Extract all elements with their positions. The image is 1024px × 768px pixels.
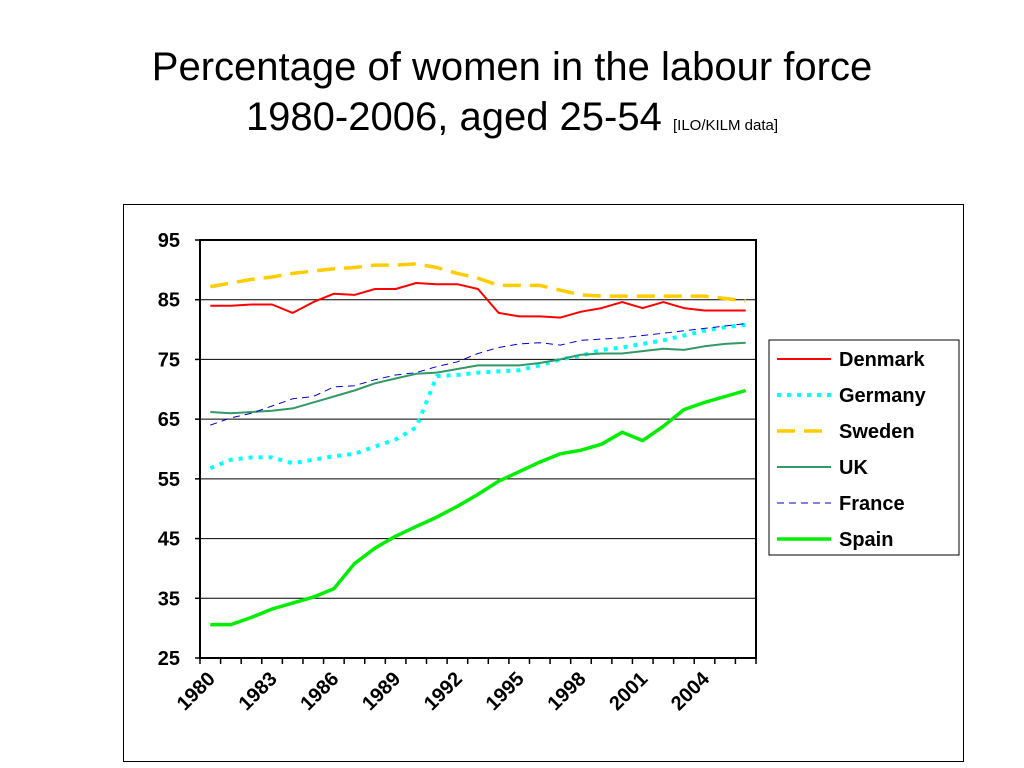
y-tick-label: 45	[158, 529, 180, 551]
x-tick-label: 1986	[296, 668, 343, 715]
gridlines	[195, 239, 756, 659]
series-line-spain	[210, 388, 747, 627]
plot-area	[199, 239, 757, 659]
x-tick-label: 1980	[173, 668, 220, 715]
y-tick-label: 65	[158, 409, 180, 431]
y-tick-labels: 25 35 45 55 65 75 85 95	[158, 230, 180, 670]
y-tick-label: 25	[158, 648, 180, 670]
legend-label-uk: UK	[839, 457, 868, 479]
legend-label-spain: Spain	[839, 529, 893, 551]
series-line-germany	[209, 322, 746, 470]
slide-title: Percentage of women in the labour force …	[0, 42, 1024, 151]
x-tick-labels: 1980 1983 1986 1989 1992 1995 1998 2001 2004	[173, 667, 715, 715]
series-line-sweden	[209, 262, 746, 303]
y-tick-label: 55	[158, 469, 180, 491]
series-line-uk	[210, 341, 746, 415]
legend-box	[768, 339, 960, 556]
x-tick-label: 1989	[358, 668, 405, 715]
title-line-2: 1980-2006, aged 25-54 [ILO/KILM data]	[0, 92, 1024, 151]
legend-label-sweden: Sweden	[839, 421, 915, 443]
series-line-denmark	[210, 282, 746, 319]
title-line-2-main: 1980-2006, aged 25-54	[245, 95, 662, 139]
series-line-france	[210, 323, 746, 426]
x-tick-label: 2001	[605, 668, 652, 715]
legend: Denmark Germany Sweden UK France Spain	[768, 339, 960, 556]
chart-frame	[123, 204, 964, 762]
x-tick-label: 1995	[482, 668, 529, 715]
x-tick-label: 1992	[420, 668, 467, 715]
legend-label-germany: Germany	[839, 385, 927, 407]
plot-border	[199, 239, 757, 659]
legend-label-france: France	[839, 493, 905, 515]
title-source: [ILO/KILM data]	[672, 117, 779, 134]
y-tick-label: 85	[158, 290, 180, 312]
y-tick-label: 75	[158, 349, 180, 371]
title-line-1: Percentage of women in the labour force	[151, 45, 873, 89]
x-tick-label: 2004	[667, 667, 715, 715]
legend-label-denmark: Denmark	[839, 349, 925, 371]
y-tick-label: 35	[158, 588, 180, 610]
x-tick-label: 1983	[235, 668, 282, 715]
series-lines	[209, 262, 747, 627]
x-ticks	[199, 658, 757, 664]
x-tick-label: 1998	[543, 668, 590, 715]
y-tick-label: 95	[158, 230, 180, 252]
